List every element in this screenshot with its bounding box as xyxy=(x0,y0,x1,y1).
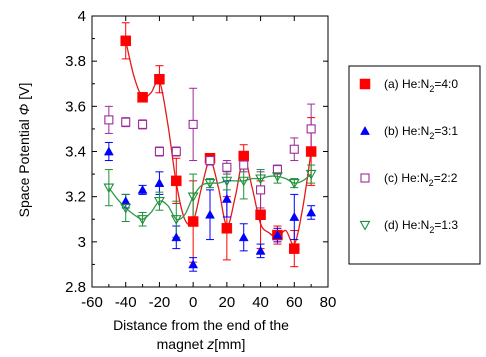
series-b-point xyxy=(289,211,300,221)
plot-background xyxy=(92,16,328,287)
series-a-point xyxy=(120,35,131,47)
series-d-point xyxy=(271,172,283,182)
series-b-point xyxy=(188,259,199,269)
series-b-legend-marker xyxy=(360,125,370,135)
x-tick-label: 60 xyxy=(286,294,303,311)
legend-box xyxy=(348,65,481,265)
series-d-legend-label: (d) He:N2=1:3 xyxy=(384,218,458,235)
series-a-point xyxy=(289,243,300,254)
y-tick-label: 3.8 xyxy=(65,53,86,70)
series-d-point xyxy=(103,183,115,194)
x-tick-label: 80 xyxy=(320,294,337,311)
tick-labels: -60 -40 -20 0 20 40 60 80 2.8 3 3.2 3.4 3.6 3.8 4 xyxy=(65,8,336,311)
x-tick-label: -40 xyxy=(115,294,137,311)
series-c-legend-label: (c) He:N2=2:2 xyxy=(384,171,458,188)
x-tick-label: 20 xyxy=(219,294,236,311)
series-d-point xyxy=(221,176,233,187)
axes xyxy=(91,15,329,288)
x-axis-title-line1: Distance from the end of the xyxy=(113,317,289,333)
y-tick-label: 3 xyxy=(78,234,86,251)
series-d-point xyxy=(288,178,300,189)
series-c-point xyxy=(138,119,148,129)
series-b-point xyxy=(171,232,182,242)
y-tick-label: 4 xyxy=(78,8,86,25)
series-b-point xyxy=(221,193,232,203)
series-d-point xyxy=(204,178,216,189)
series-c-point xyxy=(121,117,131,127)
series-b-point xyxy=(103,146,114,156)
series-c-point xyxy=(188,119,198,129)
y-tick-label: 2.8 xyxy=(65,279,86,296)
series-a-point xyxy=(137,92,148,103)
series-a-point xyxy=(154,73,165,85)
series-b-point xyxy=(205,209,215,219)
series-d-point xyxy=(153,197,165,207)
series-b-point xyxy=(154,178,165,187)
series-c-point xyxy=(272,165,282,175)
series-c-point xyxy=(239,160,249,170)
series-c-legend-marker xyxy=(360,173,370,183)
series-c-point xyxy=(222,162,232,172)
series-d-point xyxy=(238,176,250,187)
series-b-legend-label: (b) He:N2=3:1 xyxy=(384,124,458,141)
series-d-point xyxy=(170,215,182,225)
legend: (a) He:N2=4:0 (b) He:N2=3:1 (c) He:N2=2:2 (… xyxy=(348,65,481,265)
series-a-point xyxy=(255,209,266,220)
y-tick-label: 3.4 xyxy=(65,144,86,161)
series-c-point xyxy=(104,115,114,125)
series-b-point xyxy=(238,232,249,242)
series-b-point xyxy=(272,230,283,239)
series-b-point xyxy=(137,184,148,194)
y-tick-label: 3.2 xyxy=(65,189,86,206)
series-d-point xyxy=(305,169,317,180)
series-c-point xyxy=(289,144,299,154)
series-d-point xyxy=(120,203,132,214)
x-tick-label: -60 xyxy=(81,294,103,311)
series-c-point xyxy=(205,155,215,166)
series-c-point xyxy=(256,185,266,195)
x-tick-label: -20 xyxy=(149,294,171,311)
plot-area xyxy=(92,16,328,287)
series-b-point xyxy=(306,207,317,217)
series-a-point xyxy=(171,175,182,187)
series-d-point xyxy=(255,174,267,185)
series-d-point xyxy=(137,215,149,225)
x-tick-label: 0 xyxy=(189,294,197,311)
series-a-legend-marker xyxy=(359,78,371,90)
y-tick-label: 3.6 xyxy=(65,98,86,115)
series-c-point xyxy=(154,146,164,157)
y-axis-title: Space Potential Φ [V] xyxy=(16,83,32,218)
x-tick-label: 40 xyxy=(252,294,269,311)
x-axis-title-line2: magnet z[mm] xyxy=(157,336,246,352)
data-points xyxy=(103,35,317,269)
series-a-point xyxy=(221,223,233,234)
series-a-point xyxy=(305,146,317,157)
series-d-legend-marker xyxy=(359,220,371,231)
series-a-point xyxy=(238,150,249,162)
series-a-legend-label: (a) He:N2=4:0 xyxy=(384,77,458,94)
series-b-point xyxy=(255,245,266,255)
series-d-point xyxy=(187,192,199,203)
series-c-point xyxy=(171,146,181,157)
series-a-point xyxy=(187,216,199,227)
series-c-point xyxy=(306,124,316,134)
